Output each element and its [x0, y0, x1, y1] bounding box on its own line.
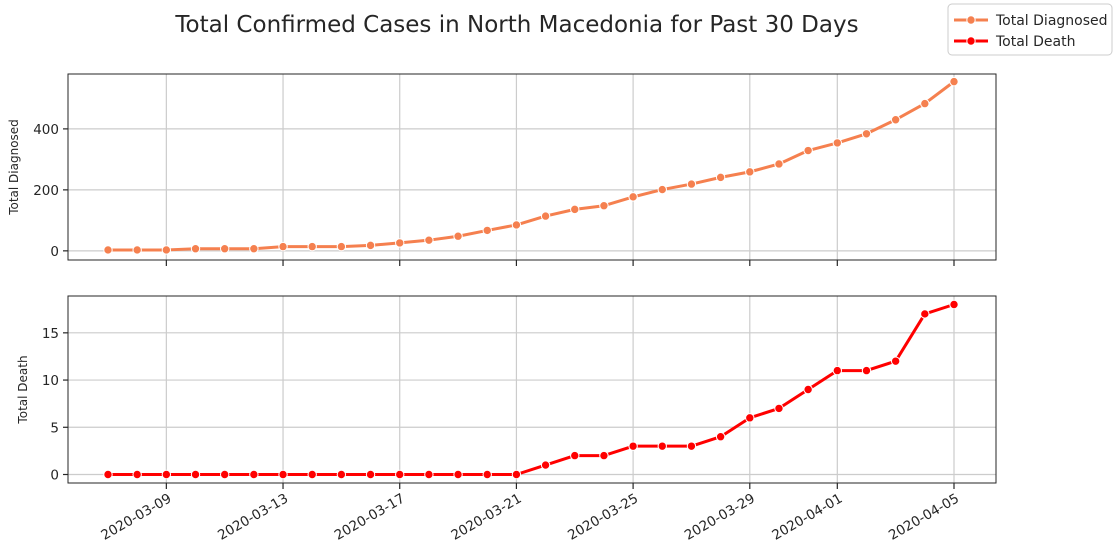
series-line [106, 303, 956, 476]
y-tick-label: 15 [42, 326, 59, 342]
data-point [307, 469, 317, 480]
data-point [745, 167, 755, 177]
data-point [599, 201, 609, 211]
data-point [832, 365, 843, 376]
legend-label: Total Death [995, 34, 1075, 50]
data-point [715, 432, 726, 442]
data-point [365, 240, 376, 251]
data-point [686, 179, 697, 189]
data-point [890, 115, 901, 125]
data-point [395, 469, 405, 480]
chart-title: Total Confirmed Cases in North Macedonia… [174, 12, 858, 38]
data-point [132, 469, 142, 480]
data-point [336, 241, 347, 252]
data-point [249, 244, 259, 254]
data-point [628, 441, 638, 451]
data-point [395, 238, 405, 248]
data-point [103, 469, 113, 480]
data-point [715, 172, 726, 183]
data-point [161, 469, 172, 480]
x-tick-label: 2020-04-01 [769, 491, 845, 544]
data-point [190, 469, 201, 480]
data-point [890, 356, 901, 366]
data-point [190, 244, 201, 254]
data-point [482, 469, 492, 480]
data-point [540, 211, 551, 221]
plot-frame [67, 73, 997, 261]
legend-marker [966, 36, 976, 46]
data-point [453, 469, 463, 480]
subplot-1: 0 200 400 Total Diagnosed [7, 73, 997, 266]
data-point [920, 309, 930, 319]
data-point [657, 441, 667, 451]
data-point [686, 441, 697, 451]
x-tick-label: 2020-03-17 [332, 491, 408, 544]
data-point [424, 469, 434, 480]
data-point [774, 159, 784, 169]
data-point [511, 220, 522, 230]
data-point [132, 245, 142, 255]
data-point [278, 241, 288, 252]
y-tick-label: 0 [50, 468, 59, 484]
x-tick-label: 2020-03-21 [448, 491, 524, 544]
legend-box [947, 3, 1113, 56]
y-axis-label: Total Diagnosed [7, 119, 21, 216]
series-line [106, 80, 956, 252]
y-tick-label: 400 [33, 122, 59, 138]
x-tick-label: 2020-04-05 [886, 491, 962, 544]
y-tick-label: 10 [42, 373, 59, 389]
data-point [949, 299, 959, 310]
legend-marker [966, 15, 976, 25]
data-point [307, 241, 317, 252]
data-point [570, 450, 580, 461]
data-point [745, 413, 755, 423]
x-tick-label: 2020-03-13 [215, 491, 291, 544]
data-point [482, 225, 492, 236]
data-point [365, 469, 376, 480]
data-point [570, 204, 580, 215]
y-tick-label: 5 [50, 420, 59, 436]
data-point [861, 129, 872, 139]
plot-frame [67, 295, 997, 484]
data-point [949, 76, 959, 87]
data-point [657, 184, 667, 195]
legend: Total Diagnosed Total Death [947, 3, 1113, 56]
data-point [453, 231, 463, 241]
y-tick-label: 0 [50, 244, 59, 260]
data-point [832, 138, 843, 148]
x-tick-label: 2020-03-25 [565, 491, 641, 544]
subplot-2: 0 5 10 15 Total Death [16, 295, 997, 489]
data-point [920, 98, 930, 109]
x-tick-label: 2020-03-29 [682, 491, 758, 544]
data-point [540, 460, 551, 470]
data-point [511, 469, 522, 480]
y-axis-label: Total Death [16, 355, 30, 424]
data-point [103, 245, 113, 255]
data-point [599, 450, 609, 461]
y-tick-label: 200 [33, 183, 59, 199]
data-point [161, 245, 172, 255]
data-point [219, 469, 230, 480]
data-point [249, 469, 259, 480]
data-point [278, 469, 288, 480]
data-point [628, 192, 638, 202]
data-point [219, 244, 230, 254]
data-point [803, 145, 813, 156]
data-point [774, 403, 784, 414]
data-point [803, 384, 813, 395]
x-tick-label: 2020-03-09 [98, 491, 174, 544]
legend-label: Total Diagnosed [995, 13, 1108, 29]
data-point [861, 365, 872, 376]
data-point [336, 469, 347, 480]
data-point [424, 235, 434, 245]
